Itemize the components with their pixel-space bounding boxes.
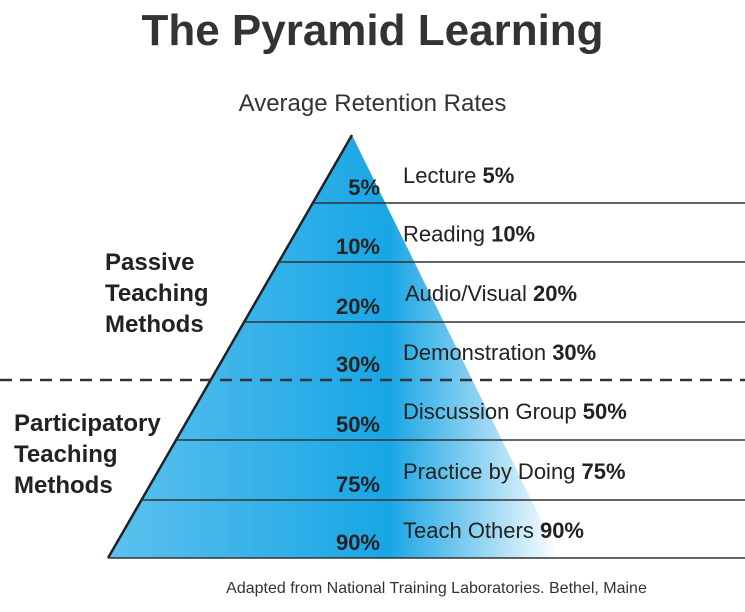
tier-method-value: 30%	[552, 340, 596, 365]
tier-method-value: 90%	[540, 518, 584, 543]
tier-method-name: Audio/Visual	[405, 281, 533, 306]
tier-method-name: Practice by Doing	[403, 459, 582, 484]
pyramid-fade-mask	[352, 135, 745, 558]
tier-method-value: 75%	[582, 459, 626, 484]
diagram-subtitle: Average Retention Rates	[238, 90, 507, 117]
tier-method-label: Practice by Doing 75%	[403, 459, 626, 484]
tier-percent-label: 90%	[336, 530, 380, 555]
pyramid-body	[108, 135, 560, 558]
passive-label-line: Passive	[105, 249, 195, 276]
pyramid-left-edge	[106, 134, 354, 559]
tier-percent-label: 5%	[348, 175, 380, 200]
tier-method-label: Discussion Group 50%	[403, 399, 627, 424]
tier-percent-label: 20%	[336, 294, 380, 319]
tier-method-label: Teach Others 90%	[403, 518, 584, 543]
tier-method-value: 50%	[583, 399, 627, 424]
tier-method-name: Reading	[403, 222, 491, 247]
tier-method-name: Lecture	[403, 163, 483, 188]
tier-method-label: Lecture 5%	[403, 163, 514, 188]
participatory-label-line: Methods	[14, 472, 113, 499]
tier-percent-label: 50%	[336, 412, 380, 437]
tier-method-name: Discussion Group	[403, 399, 583, 424]
tier-method-value: 5%	[483, 163, 515, 188]
tier-method-label: Reading 10%	[403, 222, 535, 247]
participatory-label-line: Teaching	[14, 441, 118, 468]
tier-percent-label: 10%	[336, 234, 380, 259]
tier-method-label: Audio/Visual 20%	[405, 281, 577, 306]
tier-percent-label: 75%	[336, 472, 380, 497]
passive-teaching-methods-label: Passive Teaching Methods	[105, 247, 209, 340]
diagram-title: The Pyramid Learning	[141, 6, 604, 55]
participatory-teaching-methods-label: Participatory Teaching Methods	[14, 408, 161, 501]
passive-label-line: Teaching	[105, 280, 209, 307]
tier-method-name: Demonstration	[403, 340, 552, 365]
tier-method-value: 10%	[491, 222, 535, 247]
source-caption: Adapted from National Training Laborator…	[226, 580, 647, 597]
passive-label-line: Methods	[105, 311, 204, 338]
tier-method-name: Teach Others	[403, 518, 540, 543]
tier-percent-label: 30%	[336, 352, 380, 377]
tier-method-label: Demonstration 30%	[403, 340, 596, 365]
tier-method-value: 20%	[533, 281, 577, 306]
participatory-label-line: Participatory	[14, 410, 161, 437]
